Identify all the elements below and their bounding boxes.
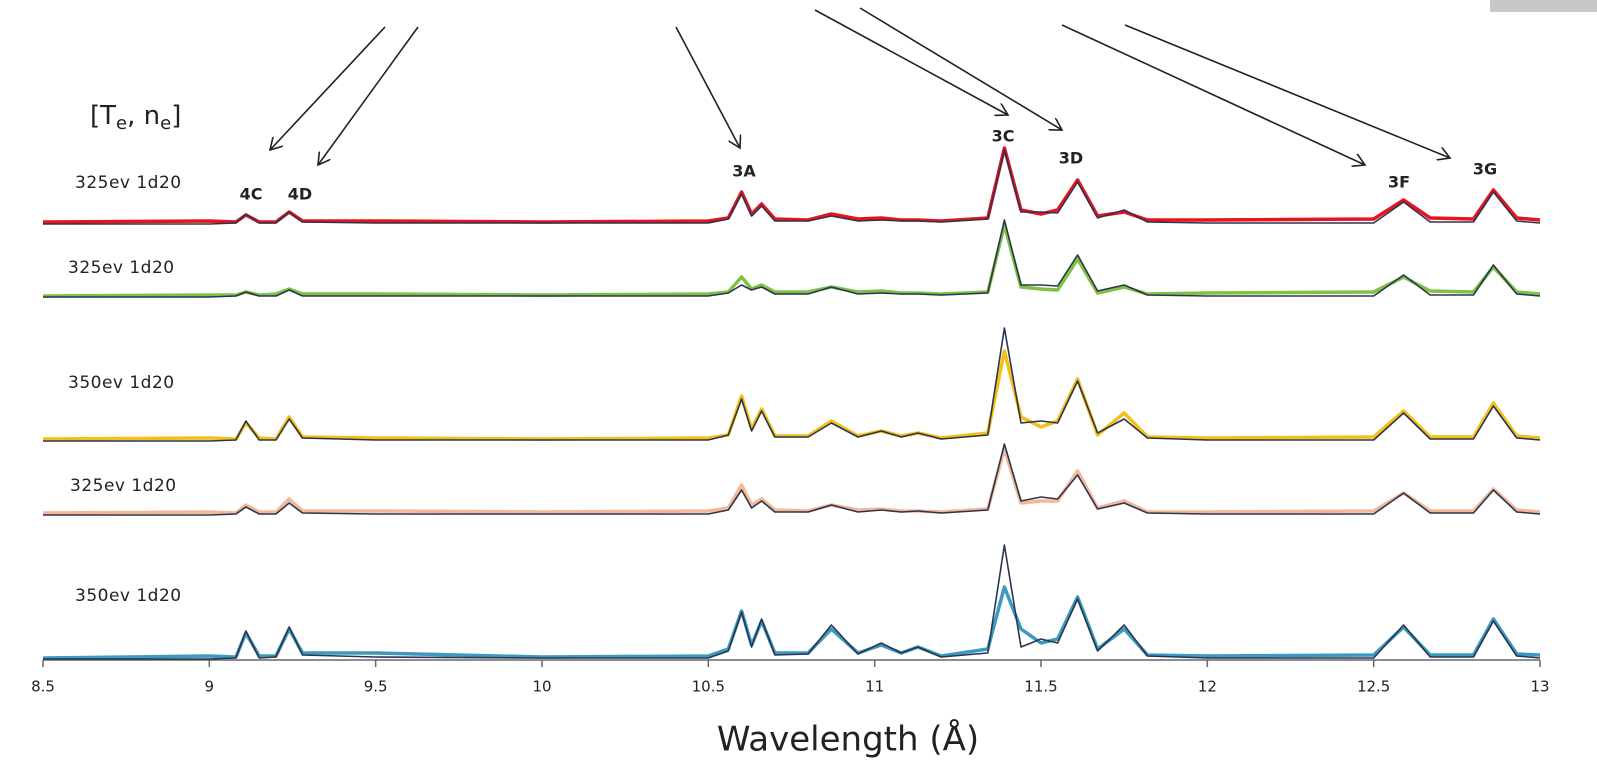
model-line — [43, 327, 1541, 442]
x-axis-label: Wavelength (Å) — [717, 719, 979, 760]
x-tick-label: 12.5 — [1357, 678, 1390, 696]
peak-label: 3D — [1059, 149, 1083, 168]
measured-line — [42, 349, 1541, 441]
series-label: 350ev 1d20 — [68, 373, 175, 393]
arrows — [270, 7, 1450, 165]
peak-label: 4C — [240, 185, 263, 204]
measured-line — [42, 223, 1541, 298]
peak-label: 3C — [992, 127, 1015, 146]
peak-label: 3G — [1473, 160, 1497, 179]
header-part: [T — [90, 101, 116, 131]
series-label: 325ev 1d20 — [68, 258, 175, 278]
header: [Te, ne] — [90, 101, 181, 135]
x-tick-label: 10.5 — [692, 678, 725, 696]
peak-label: 4D — [288, 185, 312, 204]
header-sub: e — [160, 113, 171, 134]
x-tick-label: 13 — [1530, 678, 1549, 696]
x-tick-label: 11 — [865, 678, 884, 696]
peak-label: 3A — [732, 162, 756, 181]
model-line — [43, 149, 1541, 225]
x-tick-label: 9 — [205, 678, 215, 696]
measured-line — [42, 447, 1541, 515]
header-part: , n — [127, 101, 160, 131]
model-line — [43, 443, 1541, 516]
peak-label: 3F — [1388, 173, 1410, 192]
x-tick-label: 10 — [532, 678, 551, 696]
model-line — [43, 219, 1541, 298]
header-sub: e — [116, 113, 127, 134]
x-tick-label: 11.5 — [1024, 678, 1057, 696]
measured-line — [42, 585, 1541, 660]
x-tick-label: 9.5 — [364, 678, 388, 696]
corner-image — [1490, 0, 1597, 12]
model-line — [43, 544, 1541, 660]
series-label: 325ev 1d20 — [70, 476, 177, 496]
x-tick-label: 8.5 — [31, 678, 55, 696]
measured-line — [42, 146, 1541, 224]
header-part: ] — [171, 101, 181, 131]
x-tick-label: 12 — [1198, 678, 1217, 696]
series-label: 325ev 1d20 — [75, 173, 182, 193]
series-label: 350ev 1d20 — [75, 586, 182, 606]
